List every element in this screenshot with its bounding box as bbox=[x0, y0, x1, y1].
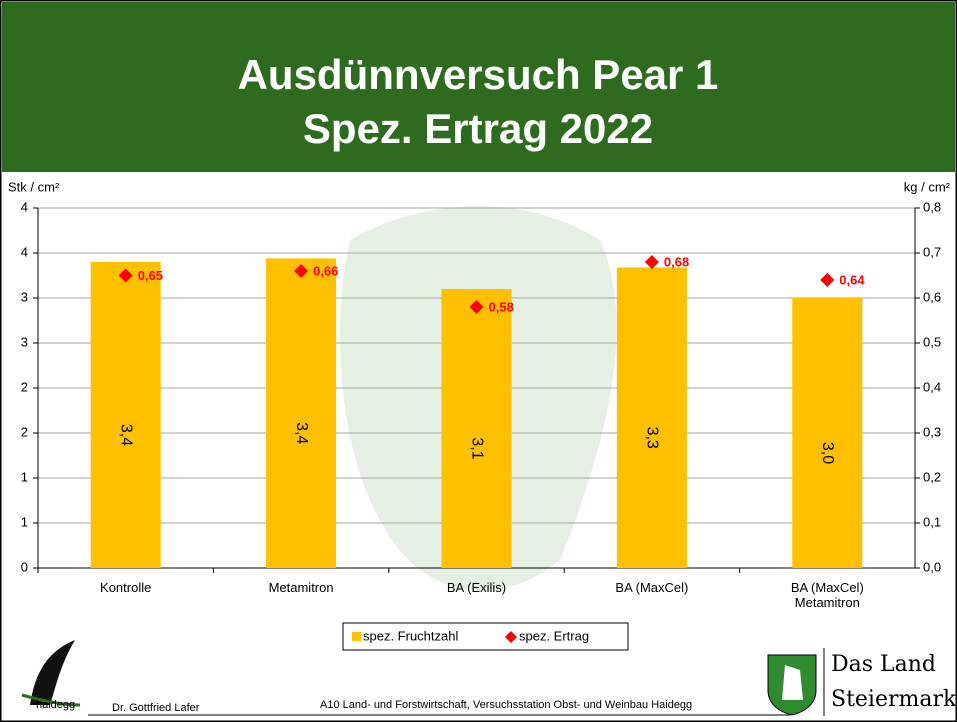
point-value-label: 0,66 bbox=[313, 263, 338, 278]
point bbox=[469, 300, 484, 314]
y2-tick-label: 0,7 bbox=[923, 244, 941, 259]
x-tick-label: BA (Exilis) bbox=[446, 580, 507, 595]
bar-value-label: 3,4 bbox=[293, 422, 310, 444]
point-value-label: 0,65 bbox=[138, 268, 163, 283]
bar bbox=[792, 298, 863, 568]
y-tick-label: 1 bbox=[21, 469, 28, 484]
legend-swatch bbox=[352, 632, 361, 641]
y2-axis-title: kg / cm² bbox=[904, 179, 951, 194]
y-tick-label: 2 bbox=[21, 424, 28, 439]
bar bbox=[441, 289, 512, 568]
y-tick-label: 2 bbox=[21, 379, 28, 394]
footer-institution: A10 Land- und Forstwirtschaft, Versuchss… bbox=[320, 699, 692, 711]
footer-author: Dr. Gottfried Lafer bbox=[112, 702, 200, 714]
y-tick-label: 0 bbox=[21, 559, 28, 574]
bar bbox=[266, 258, 337, 568]
logo-text: Steiermark bbox=[831, 687, 957, 712]
bar-value-label: 3,4 bbox=[117, 424, 134, 446]
point-value-label: 0,58 bbox=[489, 299, 514, 314]
bar bbox=[90, 262, 161, 568]
x-tick-label: Kontrolle bbox=[100, 580, 152, 595]
footer-logo-text: haidegg bbox=[36, 699, 75, 711]
legend-box bbox=[342, 622, 629, 651]
bar-value-label: 3,0 bbox=[819, 442, 836, 464]
bar-value-label: 3,1 bbox=[468, 437, 485, 459]
y2-tick-label: 0,1 bbox=[923, 514, 941, 529]
bar bbox=[616, 267, 687, 568]
y-tick-label: 3 bbox=[21, 289, 28, 304]
legend-label: spez. Fruchtzahl bbox=[363, 628, 458, 643]
point-value-label: 0,68 bbox=[664, 254, 689, 269]
point bbox=[294, 264, 309, 278]
y2-tick-label: 0,5 bbox=[923, 334, 941, 349]
y-tick-label: 3 bbox=[21, 334, 28, 349]
point bbox=[644, 255, 659, 269]
y2-tick-label: 0,0 bbox=[923, 559, 941, 574]
logo-leaf bbox=[30, 640, 75, 705]
bar-value-label: 3,3 bbox=[644, 427, 661, 449]
y-tick-label: 1 bbox=[21, 514, 28, 529]
coat-of-arms-panther bbox=[782, 665, 803, 700]
y-tick-label: 4 bbox=[21, 244, 28, 259]
legend-swatch bbox=[505, 631, 517, 643]
logo-text: Das Land bbox=[831, 652, 936, 677]
x-tick-label: Metamitron bbox=[268, 580, 334, 595]
x-tick-label: BA (MaxCel) bbox=[615, 580, 689, 595]
logo-stroke bbox=[21, 693, 81, 707]
y2-tick-label: 0,2 bbox=[923, 469, 941, 484]
point bbox=[118, 268, 133, 283]
legend-label: spez. Ertrag bbox=[519, 628, 589, 643]
y2-tick-label: 0,8 bbox=[923, 199, 941, 214]
y2-tick-label: 0,3 bbox=[923, 424, 941, 439]
y-tick-label: 4 bbox=[21, 199, 28, 214]
y-axis-title: Stk / cm² bbox=[8, 179, 60, 194]
chart-subtitle: Spez. Ertrag 2022 bbox=[303, 105, 653, 152]
title-banner bbox=[2, 2, 955, 172]
chart-title: Ausdünnversuch Pear 1 bbox=[238, 51, 719, 98]
y2-tick-label: 0,6 bbox=[923, 289, 941, 304]
point bbox=[820, 273, 835, 287]
y2-tick-label: 0,4 bbox=[923, 379, 941, 394]
x-tick-label: BA (MaxCel) Metamitron bbox=[790, 580, 864, 610]
point-value-label: 0,64 bbox=[839, 272, 865, 287]
